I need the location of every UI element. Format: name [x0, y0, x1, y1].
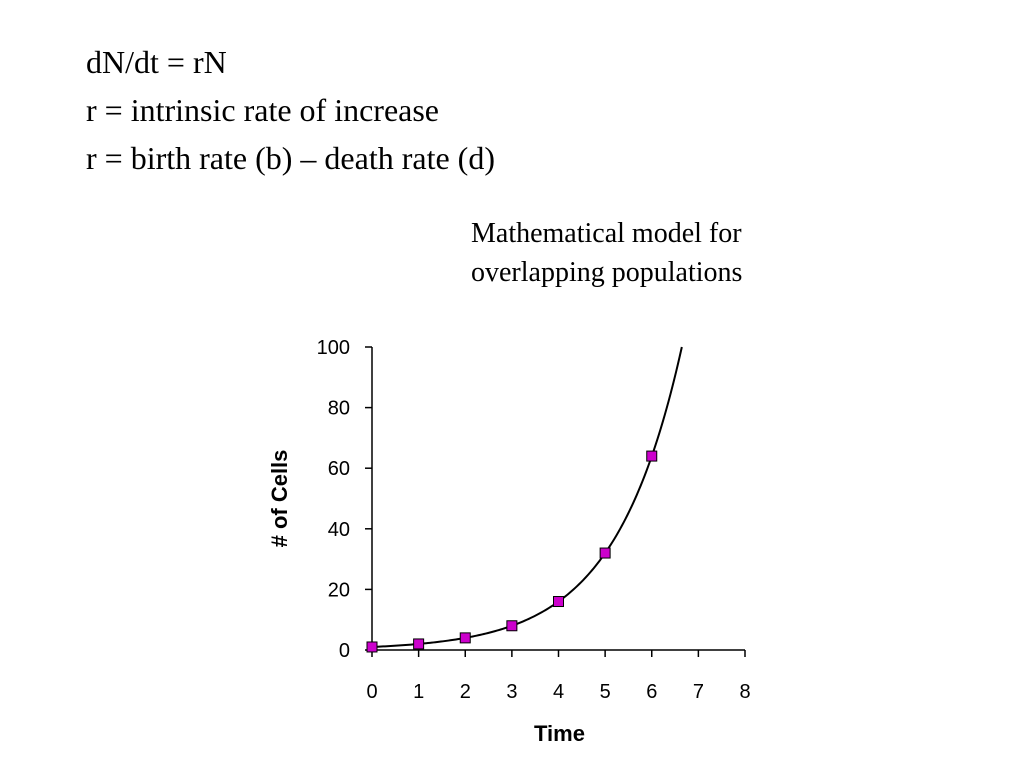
data-point-marker — [599, 547, 611, 559]
x-tick-label: 4 — [553, 681, 564, 703]
x-tick-label: 0 — [366, 681, 377, 703]
y-tick-label: 20 — [328, 579, 350, 601]
model-caption: Mathematical model for overlapping popul… — [471, 214, 742, 292]
chart-axes: 0 20 40 60 80 100 0 1 2 3 4 5 6 7 8 — [317, 337, 751, 703]
caption-line: Mathematical model for — [471, 218, 742, 249]
exponential-curve — [371, 346, 683, 648]
y-tick-label: 100 — [317, 337, 350, 359]
x-tick-label: 5 — [600, 681, 611, 703]
data-point-marker — [366, 641, 378, 653]
data-markers — [366, 450, 658, 653]
x-tick-label: 8 — [739, 681, 750, 703]
equation-line: r = intrinsic rate of increase — [86, 92, 439, 128]
x-tick-label: 1 — [413, 681, 424, 703]
data-point-marker — [413, 638, 425, 650]
x-axis-title: Time — [534, 721, 585, 746]
x-tick-label: 6 — [646, 681, 657, 703]
data-point-marker — [646, 450, 658, 462]
equation-line: r = birth rate (b) – death rate (d) — [86, 140, 495, 176]
y-tick-label: 0 — [339, 640, 350, 662]
y-tick-label: 60 — [328, 458, 350, 480]
x-tick-label: 2 — [460, 681, 471, 703]
caption-line: overlapping populations — [471, 257, 743, 288]
data-point-marker — [553, 596, 564, 608]
data-point-marker — [506, 620, 518, 632]
y-tick-label: 80 — [328, 398, 350, 420]
y-tick-label: 40 — [328, 519, 350, 541]
data-point-marker — [459, 632, 471, 644]
x-tick-label: 3 — [506, 681, 517, 703]
equations-block: dN/dt = rN r = intrinsic rate of increas… — [86, 38, 495, 182]
equation-line: dN/dt = rN — [86, 44, 227, 80]
x-tick-label: 7 — [693, 681, 704, 703]
y-axis-title: # of Cells — [267, 450, 292, 548]
